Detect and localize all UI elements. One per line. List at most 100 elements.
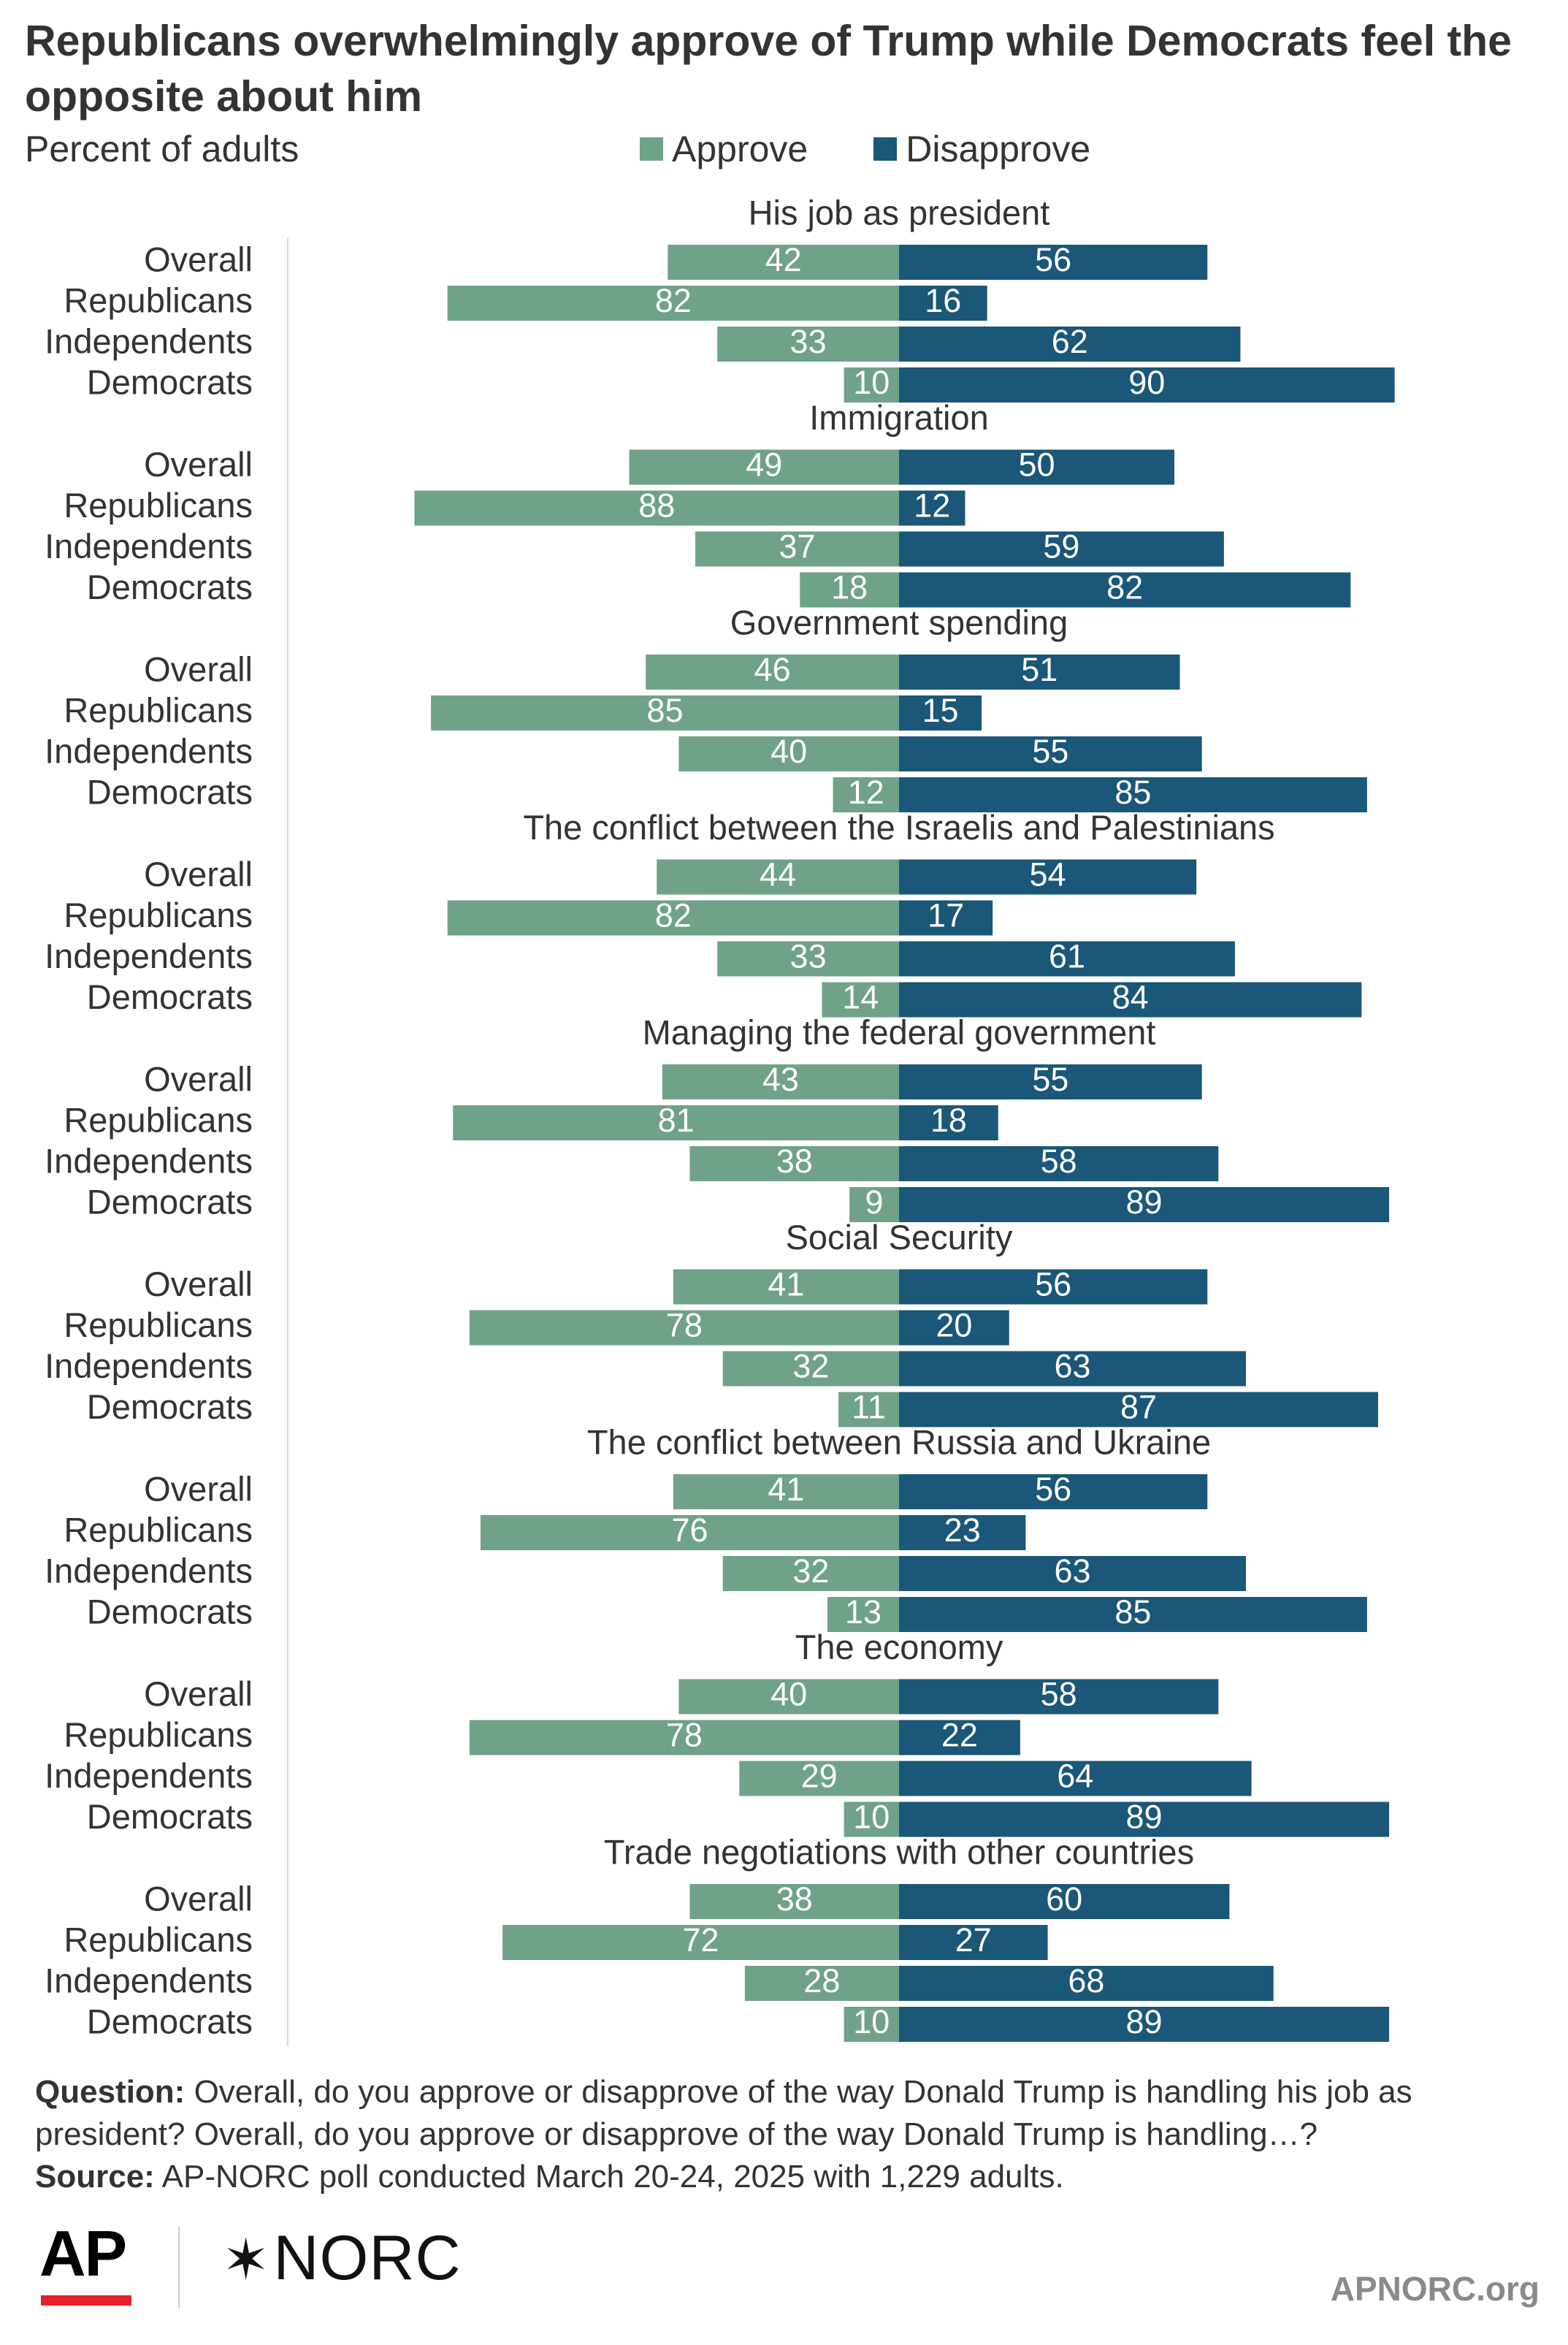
panel-title-his-job-as-president: His job as president (749, 193, 1050, 232)
legend-swatch-approve (640, 137, 663, 161)
approve-value-the-conflict-between-russia-and-ukraine-democrats: 13 (845, 1593, 881, 1631)
approve-value-the-conflict-between-the-israelis-and-palestinians-republicans: 82 (655, 896, 692, 934)
disapprove-value-trade-negotiations-with-other-countries-democrats: 89 (1125, 2003, 1162, 2040)
disapprove-value-his-job-as-president-independents: 62 (1052, 323, 1088, 360)
source-note: Source: AP-NORC poll conducted March 20-… (35, 2156, 1540, 2198)
disapprove-value-the-conflict-between-the-israelis-and-palestinians-independents: 61 (1049, 937, 1085, 975)
row-label-republicans: Republicans (64, 1510, 253, 1549)
approve-bar-the-conflict-between-russia-and-ukraine-republicans (480, 1515, 899, 1550)
disapprove-bar-government-spending-overall (899, 655, 1180, 690)
disapprove-bar-the-conflict-between-the-israelis-and-palestinians-republicans (899, 900, 993, 936)
row-label-democrats: Democrats (87, 568, 253, 606)
disapprove-value-immigration-democrats: 82 (1106, 568, 1143, 606)
approve-bar-the-conflict-between-the-israelis-and-palestinians-democrats (822, 982, 899, 1018)
row-label-republicans: Republicans (64, 281, 253, 319)
approve-bar-government-spending-republicans (431, 695, 899, 731)
disapprove-bar-social-security-democrats (899, 1392, 1378, 1427)
approve-value-managing-the-federal-government-democrats: 9 (865, 1183, 884, 1221)
row-label-independents: Independents (45, 527, 253, 565)
approve-bar-social-security-democrats (838, 1392, 899, 1427)
disapprove-value-trade-negotiations-with-other-countries-overall: 60 (1046, 1880, 1082, 1918)
approve-bar-government-spending-independents (678, 736, 899, 771)
disapprove-value-the-conflict-between-the-israelis-and-palestinians-overall: 54 (1030, 855, 1066, 893)
disapprove-bar-the-conflict-between-russia-and-ukraine-republicans (899, 1515, 1026, 1550)
disapprove-value-the-conflict-between-russia-and-ukraine-independents: 63 (1054, 1552, 1090, 1590)
disapprove-bar-trade-negotiations-with-other-countries-democrats (899, 2007, 1390, 2042)
approve-value-the-economy-overall: 40 (770, 1675, 807, 1712)
row-label-democrats: Democrats (87, 1592, 253, 1631)
row-label-democrats: Democrats (87, 1797, 253, 1836)
row-label-independents: Independents (45, 937, 253, 975)
approve-value-the-conflict-between-the-israelis-and-palestinians-overall: 44 (760, 855, 796, 893)
apnorc-site-link[interactable]: APNORC.org (1330, 2270, 1540, 2308)
disapprove-value-government-spending-democrats: 85 (1114, 774, 1151, 811)
disapprove-value-the-economy-democrats: 89 (1125, 1798, 1162, 1835)
panel-title-immigration: Immigration (809, 398, 989, 437)
panel-title-the-conflict-between-the-israelis-and-palestinians: The conflict between the Israelis and Pa… (523, 808, 1274, 847)
approve-value-his-job-as-president-independents: 33 (790, 323, 827, 360)
disapprove-bar-trade-negotiations-with-other-countries-republicans (899, 1925, 1048, 1960)
ap-logo-underline (41, 2295, 131, 2306)
row-label-independents: Independents (45, 1551, 253, 1590)
row-label-independents: Independents (45, 731, 253, 770)
approve-value-managing-the-federal-government-overall: 43 (762, 1061, 799, 1098)
row-label-overall: Overall (144, 1265, 253, 1303)
disapprove-value-social-security-democrats: 87 (1120, 1388, 1157, 1425)
approve-bar-the-conflict-between-the-israelis-and-palestinians-republicans (447, 900, 899, 936)
row-label-overall: Overall (144, 855, 253, 893)
approve-value-immigration-independents: 37 (779, 527, 815, 565)
approve-value-managing-the-federal-government-republicans: 81 (658, 1102, 695, 1139)
disapprove-bar-trade-negotiations-with-other-countries-overall (899, 1884, 1230, 1919)
approve-bar-immigration-republicans (414, 490, 899, 526)
approve-bar-trade-negotiations-with-other-countries-independents (744, 1966, 899, 2001)
approve-value-government-spending-independents: 40 (770, 733, 807, 770)
approve-bar-trade-negotiations-with-other-countries-republicans (502, 1925, 899, 1960)
disapprove-value-the-conflict-between-the-israelis-and-palestinians-democrats: 84 (1112, 978, 1149, 1015)
row-label-overall: Overall (144, 1879, 253, 1918)
diverging-bar-chart: His job as president Overall 42 56 Republica… (45, 193, 1395, 2046)
disapprove-bar-the-conflict-between-russia-and-ukraine-democrats (899, 1597, 1367, 1632)
row-label-republicans: Republicans (64, 1715, 253, 1754)
disapprove-bar-trade-negotiations-with-other-countries-independents (899, 1966, 1274, 2001)
disapprove-value-social-security-overall: 56 (1035, 1265, 1071, 1303)
row-label-democrats: Democrats (87, 2002, 253, 2040)
disapprove-bar-the-conflict-between-russia-and-ukraine-independents (899, 1556, 1247, 1591)
row-label-democrats: Democrats (87, 362, 253, 401)
approve-value-the-conflict-between-the-israelis-and-palestinians-democrats: 14 (842, 978, 879, 1015)
disapprove-value-his-job-as-president-republicans: 16 (925, 282, 961, 319)
approve-value-government-spending-democrats: 12 (848, 774, 884, 811)
disapprove-bar-managing-the-federal-government-democrats (899, 1187, 1390, 1222)
panel-title-social-security: Social Security (786, 1218, 1013, 1257)
question-note: Question: Overall, do you approve or dis… (35, 2071, 1540, 2156)
disapprove-value-the-economy-independents: 64 (1057, 1757, 1093, 1794)
row-label-republicans: Republicans (64, 896, 253, 934)
disapprove-bar-his-job-as-president-overall (899, 245, 1208, 280)
approve-value-social-security-republicans: 78 (666, 1306, 703, 1343)
disapprove-value-the-economy-overall: 58 (1041, 1675, 1077, 1712)
approve-value-immigration-overall: 49 (746, 446, 782, 483)
question-label: Question: (35, 2074, 186, 2110)
norc-logo: ✶NORC (222, 2222, 462, 2295)
approve-value-the-economy-republicans: 78 (666, 1716, 703, 1753)
disapprove-bar-the-economy-republicans (899, 1720, 1020, 1755)
approve-bar-managing-the-federal-government-democrats (849, 1187, 899, 1222)
disapprove-value-government-spending-overall: 51 (1021, 651, 1058, 688)
approve-bar-the-conflict-between-the-israelis-and-palestinians-overall (657, 859, 899, 895)
disapprove-value-the-economy-republicans: 22 (941, 1716, 978, 1753)
row-label-democrats: Democrats (87, 772, 253, 811)
approve-bar-trade-negotiations-with-other-countries-overall (689, 1884, 899, 1919)
approve-value-his-job-as-president-republicans: 82 (655, 282, 692, 319)
disapprove-value-the-conflict-between-russia-and-ukraine-overall: 56 (1035, 1471, 1071, 1508)
approve-value-the-economy-democrats: 10 (853, 1798, 890, 1835)
row-label-overall: Overall (144, 1674, 253, 1713)
logo-bar: AP ✶NORC APNORC.org (35, 2212, 1540, 2322)
chart-title: Republicans overwhelmingly approve of Tr… (25, 17, 1512, 121)
row-label-democrats: Democrats (87, 1182, 253, 1221)
approve-bar-social-security-republicans (469, 1310, 899, 1346)
row-label-democrats: Democrats (87, 1387, 253, 1426)
approve-bar-managing-the-federal-government-overall (662, 1064, 899, 1099)
disapprove-bar-the-economy-democrats (899, 1801, 1390, 1837)
source-text: AP-NORC poll conducted March 20-24, 2025… (161, 2159, 1064, 2195)
approve-value-government-spending-overall: 46 (754, 651, 791, 688)
row-label-republicans: Republicans (64, 1305, 253, 1344)
